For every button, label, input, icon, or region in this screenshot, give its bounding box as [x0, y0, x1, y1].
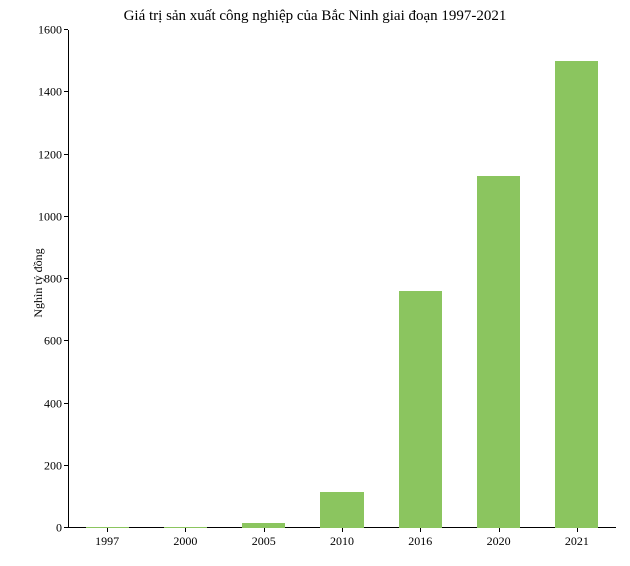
y-tick-label: 600 [44, 334, 68, 349]
bar [477, 176, 520, 528]
y-tick [64, 278, 68, 279]
y-tick-label: 0 [56, 521, 68, 536]
x-tick [499, 528, 500, 532]
bar [320, 492, 363, 528]
y-axis [68, 30, 69, 528]
x-tick [264, 528, 265, 532]
y-tick [64, 465, 68, 466]
y-tick-label: 1200 [38, 147, 68, 162]
x-tick [342, 528, 343, 532]
plot-area: 0200400600800100012001400160019972000200… [68, 30, 616, 528]
y-tick [64, 403, 68, 404]
bar [399, 291, 442, 528]
y-tick-label: 1400 [38, 85, 68, 100]
x-tick [107, 528, 108, 532]
y-tick [64, 29, 68, 30]
y-tick-label: 200 [44, 458, 68, 473]
bar [555, 61, 598, 528]
y-tick-label: 800 [44, 272, 68, 287]
x-tick [420, 528, 421, 532]
y-tick-label: 400 [44, 396, 68, 411]
y-tick [64, 154, 68, 155]
chart-container: Giá trị sản xuất công nghiệp của Bắc Nin… [0, 0, 630, 566]
y-tick [64, 91, 68, 92]
y-tick-label: 1000 [38, 209, 68, 224]
y-tick [64, 527, 68, 528]
y-tick [64, 340, 68, 341]
y-tick [64, 216, 68, 217]
x-tick [185, 528, 186, 532]
chart-title: Giá trị sản xuất công nghiệp của Bắc Nin… [0, 8, 630, 25]
y-tick-label: 1600 [38, 23, 68, 38]
x-tick [577, 528, 578, 532]
